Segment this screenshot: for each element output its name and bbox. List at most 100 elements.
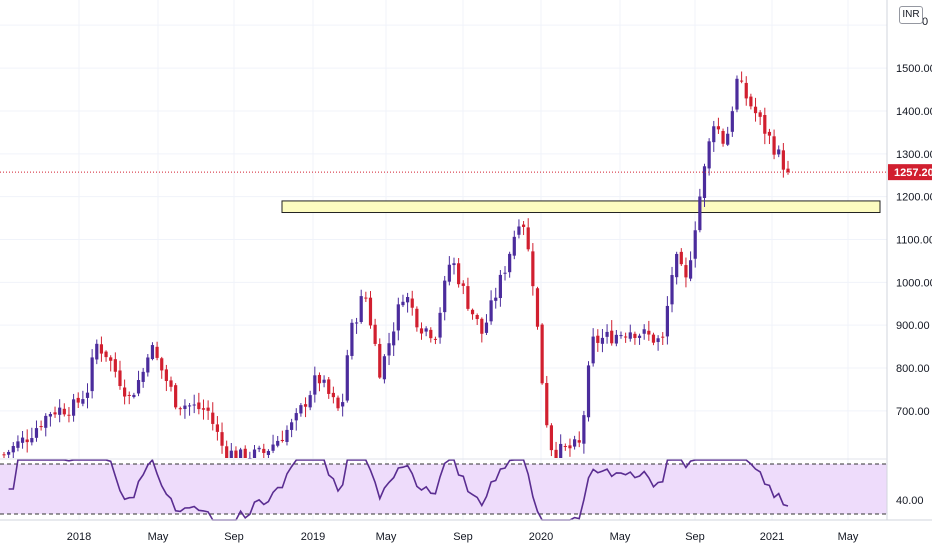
candle-body bbox=[99, 344, 104, 354]
candle-body bbox=[688, 260, 693, 279]
candle-body bbox=[475, 315, 479, 320]
candle-body bbox=[443, 280, 447, 313]
candle-body bbox=[136, 380, 141, 394]
candle-body bbox=[633, 333, 637, 338]
candle-body bbox=[243, 448, 247, 458]
candle-body bbox=[169, 380, 173, 387]
time-tick-label: 2018 bbox=[67, 531, 91, 543]
candle-body bbox=[317, 374, 322, 384]
candle-body bbox=[109, 357, 113, 361]
candle-body bbox=[712, 126, 716, 143]
candle-body bbox=[554, 449, 558, 458]
candle-body bbox=[424, 328, 428, 332]
candle-body bbox=[238, 449, 243, 458]
candle-body bbox=[266, 451, 271, 455]
resistance-zone-rect bbox=[281, 200, 881, 214]
candle-body bbox=[34, 428, 39, 438]
grid bbox=[0, 0, 887, 520]
candle-body bbox=[378, 343, 382, 378]
candle-body bbox=[600, 337, 605, 344]
candle-body bbox=[150, 345, 155, 360]
candle-body bbox=[749, 96, 753, 107]
candle-body bbox=[707, 141, 711, 169]
candle-body bbox=[164, 369, 168, 381]
candle-body bbox=[155, 346, 159, 358]
candle-body bbox=[39, 426, 43, 428]
last-price-label: 1257.20 bbox=[894, 167, 932, 179]
candle-body bbox=[753, 106, 758, 114]
resistance-zone[interactable] bbox=[281, 200, 881, 214]
candle-body bbox=[624, 336, 628, 338]
candle-body bbox=[11, 446, 15, 453]
candle-body bbox=[350, 322, 354, 356]
candle-body bbox=[123, 387, 127, 397]
candle-body bbox=[512, 236, 516, 256]
currency-badge[interactable]: INR bbox=[899, 6, 923, 24]
candle-body bbox=[651, 334, 656, 343]
candle-body bbox=[447, 264, 451, 282]
candle-body bbox=[85, 392, 90, 398]
candle-body bbox=[132, 394, 136, 398]
candle-body bbox=[44, 415, 48, 428]
candle-body bbox=[740, 80, 744, 82]
candle-body bbox=[508, 253, 512, 273]
candle-body bbox=[271, 444, 275, 451]
candle-body bbox=[127, 394, 131, 396]
candle-body bbox=[364, 297, 368, 299]
candle-body bbox=[322, 379, 326, 383]
candle-body bbox=[716, 126, 721, 130]
price-tick-fragment: 0 bbox=[922, 16, 928, 28]
candle-body bbox=[744, 82, 748, 99]
candle-body bbox=[178, 408, 182, 410]
candle-body bbox=[308, 395, 312, 408]
candle-body bbox=[62, 408, 66, 415]
candle-body bbox=[596, 335, 600, 343]
candle-body bbox=[354, 322, 359, 324]
candle-body bbox=[521, 224, 526, 227]
time-tick-label: May bbox=[148, 531, 169, 543]
candle-body bbox=[197, 402, 201, 410]
price-tick-label: 1000.00 bbox=[896, 277, 932, 289]
candle-body bbox=[174, 385, 178, 408]
price-tick-label: 1200.00 bbox=[896, 192, 932, 204]
candle-body bbox=[730, 111, 734, 132]
candle-body bbox=[2, 454, 6, 456]
candle-body bbox=[540, 324, 544, 384]
candle-body bbox=[104, 351, 108, 358]
candle-body bbox=[781, 150, 785, 170]
candle-body bbox=[392, 331, 396, 346]
time-tick-label: May bbox=[610, 531, 631, 543]
candle-body bbox=[777, 149, 781, 155]
candle-body bbox=[405, 297, 410, 303]
candle-body bbox=[303, 404, 308, 407]
candle-body bbox=[577, 440, 581, 443]
candle-body bbox=[452, 263, 456, 266]
candle-body bbox=[345, 355, 349, 401]
candle-body bbox=[113, 359, 117, 372]
candle-body bbox=[573, 439, 577, 447]
candle-body bbox=[758, 112, 762, 117]
candle-body bbox=[16, 441, 20, 448]
candle-body bbox=[494, 297, 498, 301]
candle-body bbox=[702, 166, 707, 198]
candle-body bbox=[614, 334, 618, 344]
candle-body bbox=[559, 443, 563, 458]
candle-body bbox=[285, 429, 289, 442]
price-tick-label: 1400.00 bbox=[896, 106, 932, 118]
candle-body bbox=[327, 379, 331, 394]
candle-body bbox=[313, 375, 317, 395]
candle-body bbox=[401, 301, 405, 306]
candle-body bbox=[684, 265, 688, 278]
candle-body bbox=[183, 405, 187, 409]
candle-body bbox=[517, 226, 521, 235]
candle-body bbox=[382, 356, 387, 380]
candle-body bbox=[619, 335, 623, 337]
candle-body bbox=[480, 318, 484, 334]
candle-body bbox=[545, 383, 549, 426]
time-tick-label: Sep bbox=[224, 531, 244, 543]
candle-body bbox=[526, 227, 530, 250]
candle-body bbox=[470, 309, 475, 315]
candle-body bbox=[53, 412, 57, 415]
